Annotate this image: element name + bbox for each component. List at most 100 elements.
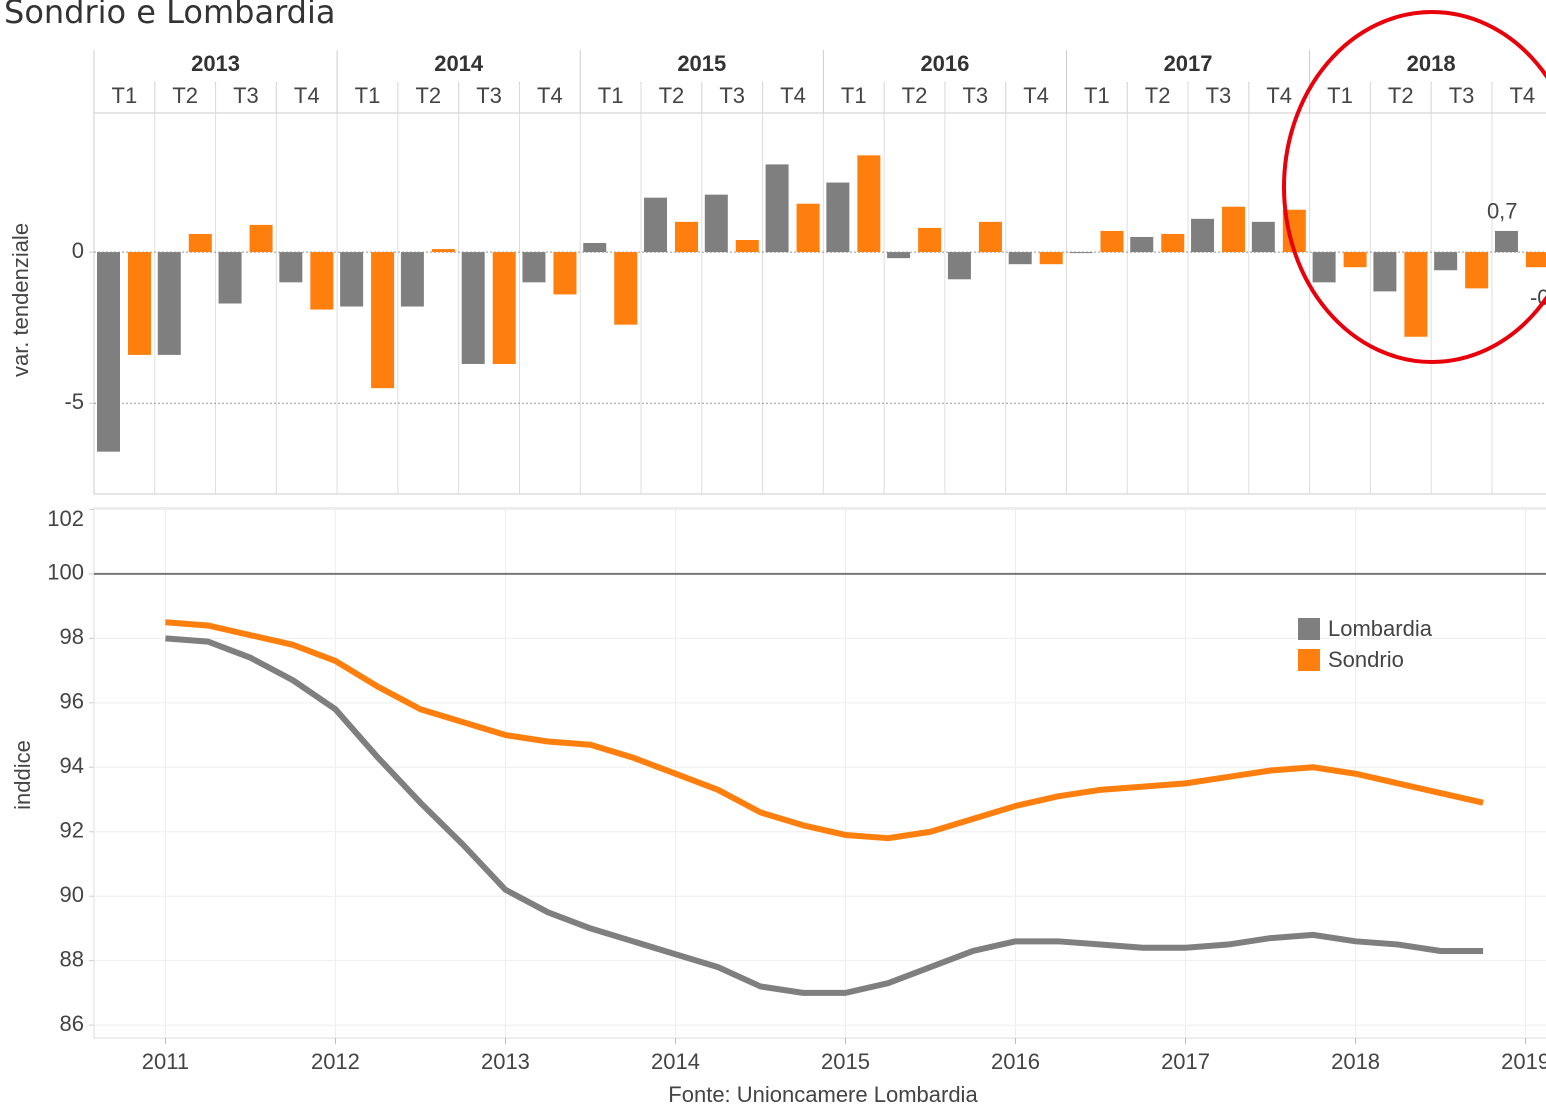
bar — [310, 252, 334, 310]
year-label: 2013 — [191, 51, 240, 76]
x-tick-label: 2013 — [481, 1049, 530, 1074]
line-series — [165, 635, 1484, 996]
bar — [1039, 252, 1063, 265]
bar — [1100, 230, 1124, 253]
bar-chart: 2013 2014 2015 2016 2017 2018 T1 T2 T3 T4 T1 T2 T3 T4… — [64, 50, 1546, 495]
y-tick-label: 102 — [47, 506, 84, 531]
bar — [128, 252, 151, 355]
line-series — [165, 619, 1484, 842]
y-axis-title: var. tendenziale — [8, 223, 33, 377]
year-label: 2014 — [434, 51, 484, 76]
x-tick-label: T4 — [1266, 83, 1292, 108]
bar — [461, 252, 485, 364]
bar — [1373, 252, 1397, 292]
source-note: Fonte: Unioncamere Lombardia — [668, 1082, 978, 1107]
bar — [1069, 252, 1093, 254]
x-tick-label: T1 — [355, 83, 381, 108]
bar — [887, 252, 911, 259]
bar — [400, 252, 424, 307]
plot-area — [93, 507, 1546, 1039]
bar — [765, 164, 789, 253]
x-tick-label: 2017 — [1161, 1049, 1210, 1074]
x-tick-label: T4 — [1509, 83, 1535, 108]
bar — [918, 227, 942, 253]
x-tick-label: T1 — [598, 83, 624, 108]
x-tick-label: T1 — [112, 83, 138, 108]
bar — [614, 252, 638, 325]
bar — [1191, 218, 1215, 253]
x-tick-label: T3 — [476, 83, 502, 108]
x-tick-label: T2 — [172, 83, 198, 108]
legend-swatch — [1298, 649, 1320, 671]
y-tick-label: 96 — [60, 689, 84, 714]
y-tick-label: -5 — [64, 389, 84, 414]
x-tick-label: T2 — [659, 83, 685, 108]
bar — [978, 221, 1002, 253]
y-tick-label: 92 — [60, 818, 84, 843]
y-tick-label: 88 — [60, 946, 84, 971]
x-tick-label: T3 — [233, 83, 259, 108]
x-tick-label: 2015 — [821, 1049, 870, 1074]
year-label: 2015 — [677, 51, 726, 76]
bar — [340, 252, 364, 307]
y-tick-label: 86 — [60, 1011, 84, 1036]
x-tick-label: T4 — [1023, 83, 1049, 108]
bar — [1465, 252, 1489, 289]
x-tick-label: T1 — [1327, 83, 1353, 108]
bar — [796, 203, 820, 253]
bar — [492, 252, 516, 364]
chart-title: Sondrio e Lombardia — [4, 0, 335, 31]
y-tick-label: 94 — [60, 753, 84, 778]
bar — [947, 252, 971, 280]
x-tick-label: T2 — [902, 83, 928, 108]
bar — [553, 252, 577, 295]
x-tick-label: T4 — [294, 83, 320, 108]
x-tick-label: 2012 — [311, 1049, 360, 1074]
x-tick-label: T3 — [962, 83, 988, 108]
bar — [826, 182, 850, 253]
x-tick-label: T4 — [780, 83, 806, 108]
year-label: 2017 — [1164, 51, 1213, 76]
bar — [279, 252, 303, 283]
bar — [735, 240, 759, 253]
data-label: 0,7 — [1487, 199, 1518, 224]
bar — [1251, 221, 1275, 253]
bar — [1008, 252, 1032, 265]
x-tick-label: T4 — [537, 83, 563, 108]
bar — [188, 233, 212, 253]
y-tick-label: 100 — [47, 560, 84, 585]
x-tick-label: 2011 — [142, 1049, 189, 1074]
x-tick-label: T3 — [719, 83, 745, 108]
bar — [583, 243, 607, 253]
highlight-circle — [1282, 10, 1546, 364]
legend-label: Lombardia — [1328, 616, 1433, 641]
legend-label: Sondrio — [1328, 647, 1404, 672]
y-tick-label: 90 — [60, 882, 84, 907]
line-chart: 86 88 90 92 94 96 98 100 102 2011 2012 2013 2014 2015… — [47, 506, 1546, 1074]
y-tick-label: 98 — [60, 624, 84, 649]
bar — [675, 221, 699, 253]
bar — [1343, 252, 1367, 268]
year-label: 2016 — [920, 51, 969, 76]
bar — [704, 194, 728, 253]
bar — [371, 252, 395, 389]
x-tick-label: 2019 — [1501, 1049, 1546, 1074]
bar — [1312, 252, 1336, 283]
bar — [97, 252, 120, 452]
x-tick-label: T2 — [1388, 83, 1414, 108]
bar — [1130, 236, 1154, 253]
y-tick-label: 0 — [72, 238, 84, 263]
x-tick-label: 2014 — [651, 1049, 700, 1074]
bar — [1222, 206, 1246, 253]
x-tick-label: T1 — [841, 83, 867, 108]
bar — [857, 155, 881, 253]
bar — [1525, 252, 1546, 268]
bar — [249, 224, 273, 253]
legend-swatch — [1298, 618, 1320, 640]
x-tick-label: 2016 — [991, 1049, 1040, 1074]
y-axis-title: inddice — [10, 740, 35, 810]
x-tick-label: T1 — [1084, 83, 1110, 108]
bar — [1161, 233, 1185, 253]
x-tick-label: T3 — [1206, 83, 1232, 108]
